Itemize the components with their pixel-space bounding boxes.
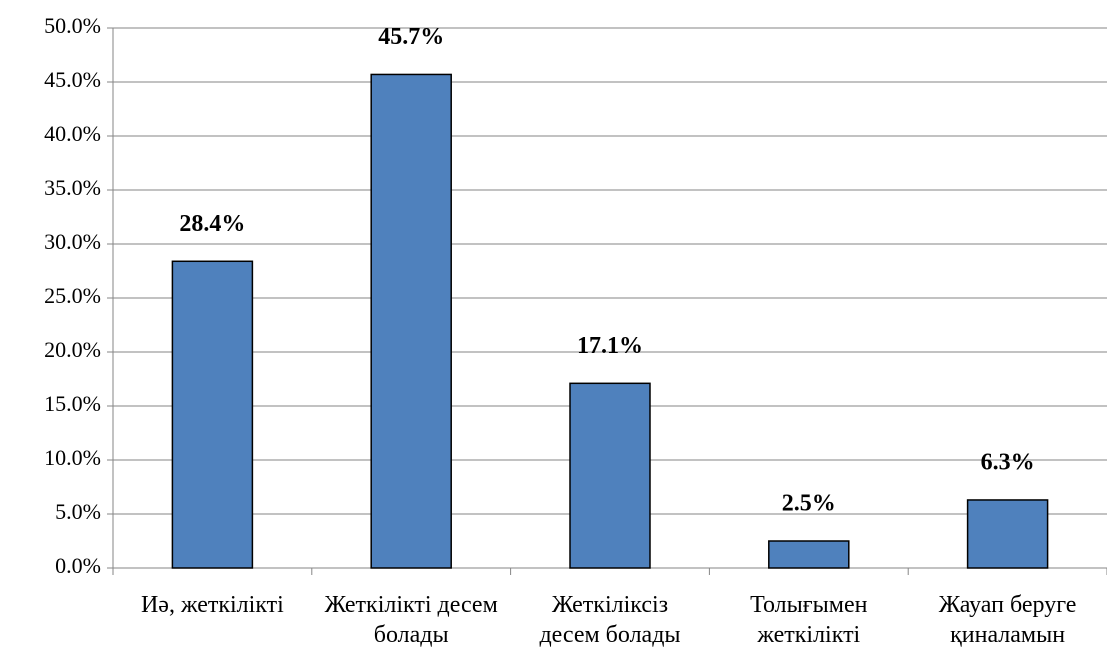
- y-tick-label: 50.0%: [44, 13, 101, 38]
- x-tick-label: Жеткілікті десем болады: [324, 592, 498, 648]
- bar: [768, 540, 850, 569]
- y-tick-label: 25.0%: [44, 283, 101, 308]
- bar: [966, 499, 1049, 569]
- data-label: 6.3%: [981, 449, 1035, 475]
- bar: [370, 73, 452, 569]
- bar: [171, 260, 254, 569]
- y-tick-label: 20.0%: [44, 337, 101, 362]
- y-tick-label: 40.0%: [44, 121, 101, 146]
- bar: [569, 382, 651, 569]
- data-label: 2.5%: [782, 491, 836, 517]
- x-tick-label: Иә, жеткілікті: [140, 592, 284, 618]
- y-tick-label: 30.0%: [44, 229, 101, 254]
- y-tick-label: 10.0%: [44, 445, 101, 470]
- y-tick-label: 5.0%: [55, 499, 101, 524]
- x-tick-label: Жауап беруге қиналамын: [938, 592, 1077, 648]
- y-tick-label: 15.0%: [44, 391, 101, 416]
- y-tick-label: 35.0%: [44, 175, 101, 200]
- y-tick-label: 0.0%: [55, 553, 101, 578]
- data-label: 28.4%: [179, 211, 245, 237]
- data-label: 17.1%: [577, 333, 643, 359]
- x-tick-label: Толығымен жеткілікті: [750, 592, 868, 648]
- y-tick-label: 45.0%: [44, 67, 101, 92]
- data-label: 45.7%: [378, 24, 444, 50]
- x-tick-label: Жеткіліксіз десем болады: [539, 592, 681, 648]
